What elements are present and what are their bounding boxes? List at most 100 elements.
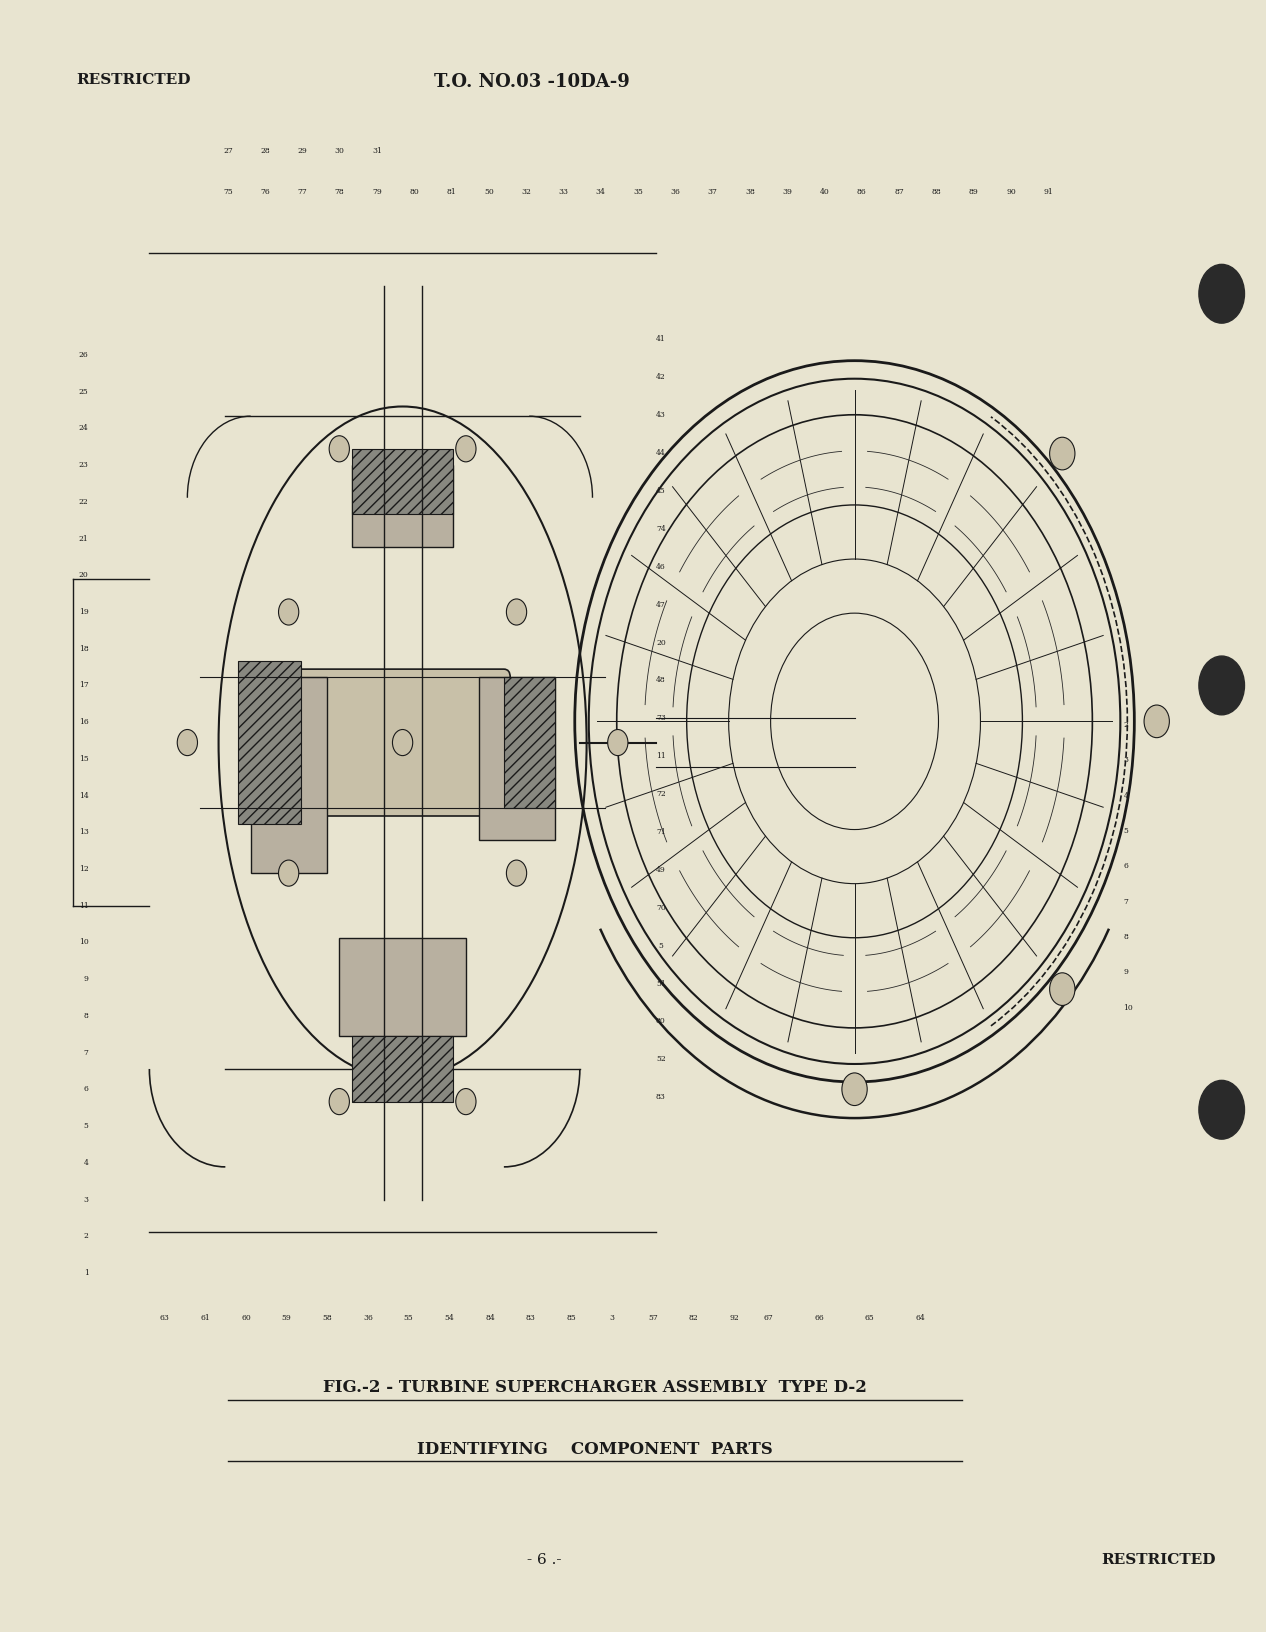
Text: 10: 10 — [1124, 1004, 1133, 1012]
Text: 64: 64 — [915, 1314, 925, 1322]
Circle shape — [279, 860, 299, 886]
Text: 41: 41 — [656, 336, 666, 343]
Text: 33: 33 — [558, 188, 568, 196]
Text: 54: 54 — [444, 1314, 454, 1322]
Text: 70: 70 — [656, 904, 666, 912]
Text: 11: 11 — [78, 902, 89, 909]
Text: 18: 18 — [78, 645, 89, 653]
Text: 25: 25 — [78, 388, 89, 395]
Text: 40: 40 — [819, 188, 829, 196]
Text: 44: 44 — [656, 449, 666, 457]
Circle shape — [842, 1072, 867, 1105]
Text: 58: 58 — [323, 1314, 332, 1322]
Text: 48: 48 — [656, 676, 666, 684]
Text: 22: 22 — [78, 498, 89, 506]
Text: 67: 67 — [763, 1314, 774, 1322]
Text: 32: 32 — [522, 188, 532, 196]
Text: 55: 55 — [404, 1314, 414, 1322]
Bar — [504, 677, 555, 808]
Text: 49: 49 — [656, 867, 666, 873]
Circle shape — [279, 599, 299, 625]
Text: 31: 31 — [372, 147, 382, 155]
Text: 3: 3 — [610, 1314, 615, 1322]
Circle shape — [1050, 973, 1075, 1005]
Text: 1: 1 — [84, 1270, 89, 1276]
Text: 3: 3 — [84, 1196, 89, 1203]
Text: FIG.-2 - TURBINE SUPERCHARGER ASSEMBLY  TYPE D-2: FIG.-2 - TURBINE SUPERCHARGER ASSEMBLY T… — [323, 1379, 867, 1395]
Text: T.O. NO.03 -10DA-9: T.O. NO.03 -10DA-9 — [434, 73, 629, 91]
Bar — [339, 938, 466, 1036]
Text: 50: 50 — [484, 188, 494, 196]
Text: 36: 36 — [363, 1314, 373, 1322]
Text: 60: 60 — [241, 1314, 251, 1322]
Text: 10: 10 — [78, 938, 89, 947]
Text: 8: 8 — [84, 1012, 89, 1020]
Text: 12: 12 — [78, 865, 89, 873]
Text: 7: 7 — [1124, 898, 1128, 906]
Text: 2: 2 — [1124, 721, 1128, 730]
Text: 29: 29 — [298, 147, 308, 155]
Circle shape — [177, 730, 197, 756]
Bar — [238, 661, 301, 824]
Text: 35: 35 — [633, 188, 643, 196]
Text: 21: 21 — [78, 535, 89, 542]
Text: 19: 19 — [78, 609, 89, 615]
Text: 11: 11 — [656, 752, 666, 761]
Circle shape — [329, 436, 349, 462]
Text: 83: 83 — [525, 1314, 536, 1322]
Text: 92: 92 — [729, 1314, 739, 1322]
Text: 9: 9 — [1124, 968, 1128, 976]
Text: 74: 74 — [656, 526, 666, 534]
Text: RESTRICTED: RESTRICTED — [1101, 1552, 1215, 1567]
Text: 6: 6 — [84, 1085, 89, 1093]
Text: RESTRICTED: RESTRICTED — [76, 73, 190, 88]
Circle shape — [506, 860, 527, 886]
Text: 4: 4 — [1124, 792, 1128, 800]
Text: 36: 36 — [671, 188, 680, 196]
Text: 13: 13 — [78, 829, 89, 836]
Text: 61: 61 — [200, 1314, 210, 1322]
Text: 88: 88 — [932, 188, 941, 196]
Text: 14: 14 — [78, 792, 89, 800]
Circle shape — [392, 730, 413, 756]
Text: 57: 57 — [648, 1314, 658, 1322]
Text: 83: 83 — [656, 1093, 666, 1102]
Circle shape — [1199, 1080, 1244, 1139]
Text: 2: 2 — [84, 1232, 89, 1240]
Text: 91: 91 — [1043, 188, 1053, 196]
Text: 27: 27 — [223, 147, 233, 155]
Text: 82: 82 — [689, 1314, 699, 1322]
Text: 51: 51 — [656, 979, 666, 987]
Text: 7: 7 — [84, 1049, 89, 1056]
Text: 46: 46 — [656, 563, 666, 571]
Text: 42: 42 — [656, 374, 666, 382]
Text: 71: 71 — [656, 827, 666, 836]
Text: 3: 3 — [1124, 756, 1128, 764]
Text: 6: 6 — [1124, 862, 1128, 870]
Text: 77: 77 — [298, 188, 308, 196]
Circle shape — [1050, 437, 1075, 470]
Text: 16: 16 — [78, 718, 89, 726]
Text: IDENTIFYING    COMPONENT  PARTS: IDENTIFYING COMPONENT PARTS — [417, 1441, 774, 1457]
Circle shape — [456, 436, 476, 462]
Bar — [479, 677, 555, 840]
Text: 43: 43 — [656, 411, 666, 419]
Text: 8: 8 — [1124, 934, 1128, 942]
Text: 37: 37 — [708, 188, 718, 196]
Text: 90: 90 — [1006, 188, 1015, 196]
Text: 75: 75 — [223, 188, 233, 196]
Text: 63: 63 — [160, 1314, 170, 1322]
Text: 28: 28 — [261, 147, 270, 155]
FancyBboxPatch shape — [295, 669, 510, 816]
Text: 72: 72 — [656, 790, 666, 798]
Text: 26: 26 — [78, 351, 89, 359]
Text: 9: 9 — [84, 976, 89, 982]
Text: 86: 86 — [857, 188, 867, 196]
Text: 20: 20 — [78, 571, 89, 579]
Text: 30: 30 — [334, 147, 344, 155]
Text: 66: 66 — [814, 1314, 824, 1322]
Circle shape — [608, 730, 628, 756]
Text: 80: 80 — [656, 1017, 666, 1025]
Text: 52: 52 — [656, 1056, 666, 1064]
Text: 73: 73 — [656, 715, 666, 723]
